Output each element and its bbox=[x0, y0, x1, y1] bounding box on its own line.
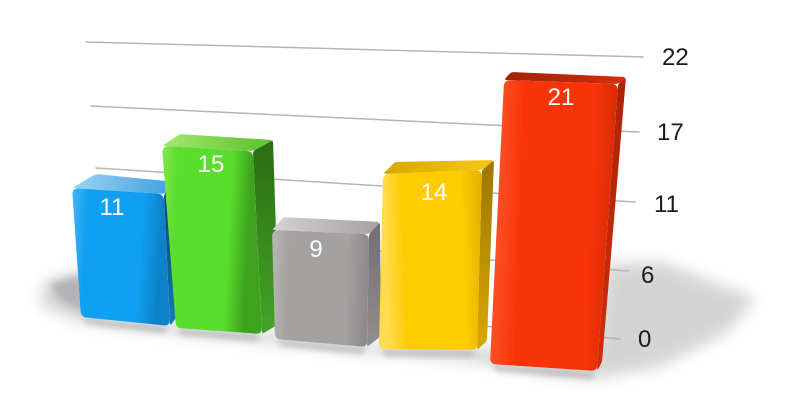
floor-shadow-left-wedge bbox=[50, 274, 86, 314]
bar-side-face bbox=[477, 161, 494, 349]
bar-front-face bbox=[379, 170, 482, 350]
bar-contact-shadow bbox=[277, 340, 366, 354]
bar-front-face bbox=[490, 80, 618, 371]
bar-value-label: 21 bbox=[548, 84, 575, 111]
axis-tick-label: 22 bbox=[662, 44, 689, 71]
bar-side-face bbox=[597, 78, 626, 370]
axis-tick-label: 17 bbox=[657, 119, 684, 146]
bar-contact-shadow bbox=[492, 365, 596, 379]
bar-red: 21 bbox=[490, 72, 626, 371]
bar-side-face bbox=[367, 223, 381, 346]
bar-contact-shadow bbox=[381, 350, 476, 357]
axis-tick-label: 6 bbox=[641, 262, 654, 289]
gridline bbox=[85, 41, 644, 58]
axis-tick-label: 11 bbox=[654, 191, 679, 218]
bar-side-face bbox=[253, 140, 279, 333]
bar-green: 15 bbox=[162, 134, 279, 334]
floor-shadow bbox=[40, 262, 756, 379]
bar-top-face bbox=[273, 217, 379, 234]
bar-value-label: 11 bbox=[100, 194, 125, 221]
bar-front-face bbox=[162, 146, 262, 334]
bar-contact-shadow bbox=[178, 329, 261, 341]
bar-top-face bbox=[163, 134, 272, 151]
bar-top-face bbox=[73, 174, 175, 194]
bar-value-label: 9 bbox=[309, 236, 322, 263]
bar-front-face bbox=[72, 188, 170, 326]
bar-front-face bbox=[272, 230, 369, 347]
bar-top-face bbox=[384, 160, 493, 174]
bar-value-label: 15 bbox=[198, 151, 225, 178]
bar-gray: 9 bbox=[272, 217, 381, 347]
bar-top-face bbox=[505, 72, 625, 84]
bar-blue: 11 bbox=[72, 174, 179, 326]
bar-contact-shadow bbox=[83, 318, 168, 333]
bar-yellow: 14 bbox=[379, 160, 494, 350]
bar-value-label: 14 bbox=[421, 179, 448, 206]
axis-tick-label: 0 bbox=[638, 326, 651, 353]
